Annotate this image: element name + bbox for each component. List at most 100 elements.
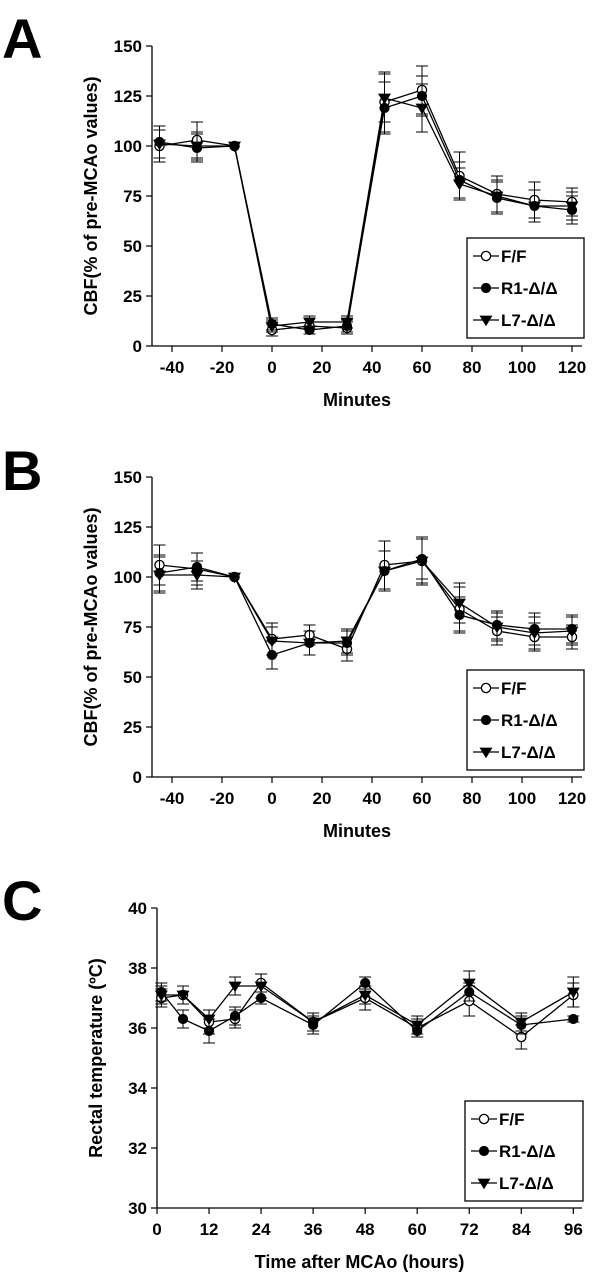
chart-panel-b: 0 25 50 75 100 125 150 -40 -20 0 20 40 60 80 100 120 Min… <box>81 468 586 841</box>
legend-label: L7-Δ/Δ <box>501 743 556 762</box>
x-tick-label: 120 <box>558 789 586 808</box>
data-point <box>378 566 391 578</box>
legend-label: F/F <box>499 1110 525 1129</box>
x-tick-label: 20 <box>313 789 332 808</box>
legend-label: F/F <box>501 679 527 698</box>
series-3 <box>154 970 580 1035</box>
legend-marker <box>480 682 492 694</box>
legend-marker <box>478 1145 490 1157</box>
x-tick-label: 80 <box>463 789 482 808</box>
x-tick-label: 72 <box>460 1220 479 1239</box>
x-tick-label: 60 <box>413 789 432 808</box>
data-point <box>565 201 579 213</box>
legend-label: R1-Δ/Δ <box>501 711 558 730</box>
legend-item: R1-Δ/Δ <box>471 1142 556 1161</box>
y-tick-label: 150 <box>114 37 142 56</box>
legend-marker <box>479 315 493 327</box>
legend-label: R1-Δ/Δ <box>501 279 558 298</box>
series-2 <box>153 538 578 670</box>
x-axis-title: Minutes <box>323 390 391 410</box>
x-tick-label: 100 <box>508 358 536 377</box>
x-tick-label: 84 <box>512 1220 531 1239</box>
x-tick-label: -40 <box>160 789 185 808</box>
legend-marker <box>479 747 493 759</box>
legend-item: R1-Δ/Δ <box>473 279 558 298</box>
series-line <box>160 982 574 1032</box>
series-line <box>159 560 573 644</box>
data-point <box>514 1017 528 1029</box>
data-point <box>153 570 166 582</box>
x-tick-label: 100 <box>508 789 536 808</box>
y-tick-label: 40 <box>128 899 147 918</box>
chart-panel-c: 30 32 34 36 38 40 0 12 24 36 48 60 72 84 96 Time after … <box>86 899 584 1272</box>
data-point <box>228 981 242 993</box>
x-axis-title: Time after MCAo (hours) <box>255 1252 465 1272</box>
x-tick-label: 96 <box>564 1220 583 1239</box>
y-tick-label: 125 <box>114 87 142 106</box>
y-tick-label: 100 <box>114 568 142 587</box>
x-tick-label: 40 <box>363 789 382 808</box>
legend-label: L7-Δ/Δ <box>501 311 556 330</box>
legend-marker <box>478 1113 490 1125</box>
x-tick-label: 40 <box>363 358 382 377</box>
legend-item: F/F <box>473 247 527 266</box>
x-tick-label: -20 <box>210 789 235 808</box>
data-point <box>340 636 354 648</box>
series-3 <box>153 536 579 656</box>
data-point <box>177 1013 189 1025</box>
data-point <box>490 191 504 203</box>
series-1 <box>153 538 578 662</box>
x-tick-label: -40 <box>160 358 185 377</box>
data-point <box>528 628 541 640</box>
y-tick-label: 75 <box>123 187 142 206</box>
data-point <box>528 201 541 213</box>
x-tick-label: 0 <box>152 1220 161 1239</box>
data-point <box>565 626 579 638</box>
x-tick-label: 60 <box>413 358 432 377</box>
data-point <box>190 570 204 582</box>
data-point <box>265 636 279 648</box>
panel-letter-c: C <box>2 869 42 932</box>
data-point <box>358 990 372 1002</box>
data-point <box>378 93 391 105</box>
legend: F/F R1-Δ/Δ L7-Δ/Δ <box>464 1100 584 1202</box>
x-tick-label: 12 <box>200 1220 219 1239</box>
y-tick-label: 100 <box>114 137 142 156</box>
x-tick-label: 0 <box>267 789 276 808</box>
data-point <box>415 556 429 568</box>
legend-label: F/F <box>501 247 527 266</box>
x-axis-title: Minutes <box>323 821 391 841</box>
y-tick-label: 50 <box>123 237 142 256</box>
panel-letter-a: A <box>2 7 42 70</box>
data-point <box>229 1010 241 1022</box>
x-tick-label: 36 <box>304 1220 323 1239</box>
x-tick-label: 0 <box>267 358 276 377</box>
data-point <box>303 638 316 650</box>
x-tick-label: -20 <box>210 358 235 377</box>
series-line <box>159 97 572 327</box>
legend-item: L7-Δ/Δ <box>473 743 556 762</box>
y-tick-label: 38 <box>128 959 147 978</box>
y-tick-label: 0 <box>133 337 142 356</box>
x-tick-label: 20 <box>313 358 332 377</box>
data-point <box>340 317 354 329</box>
data-point <box>254 981 268 993</box>
y-axis-title: CBF(% of pre-MCAo values) <box>81 507 101 746</box>
x-tick-label: 48 <box>356 1220 375 1239</box>
y-tick-label: 30 <box>128 1199 147 1218</box>
data-point <box>490 622 504 634</box>
data-point <box>154 990 168 1002</box>
legend-marker <box>480 714 492 726</box>
y-tick-label: 36 <box>128 1019 147 1038</box>
data-point <box>415 103 429 115</box>
data-point <box>568 1013 579 1025</box>
legend-item: L7-Δ/Δ <box>473 311 556 330</box>
data-point <box>306 1017 320 1029</box>
data-point <box>453 179 466 191</box>
y-axis-title: CBF(% of pre-MCAo values) <box>81 76 101 315</box>
y-tick-label: 25 <box>123 287 142 306</box>
y-tick-label: 0 <box>133 768 142 787</box>
data-point <box>453 598 466 610</box>
y-tick-label: 50 <box>123 668 142 687</box>
y-tick-label: 25 <box>123 718 142 737</box>
